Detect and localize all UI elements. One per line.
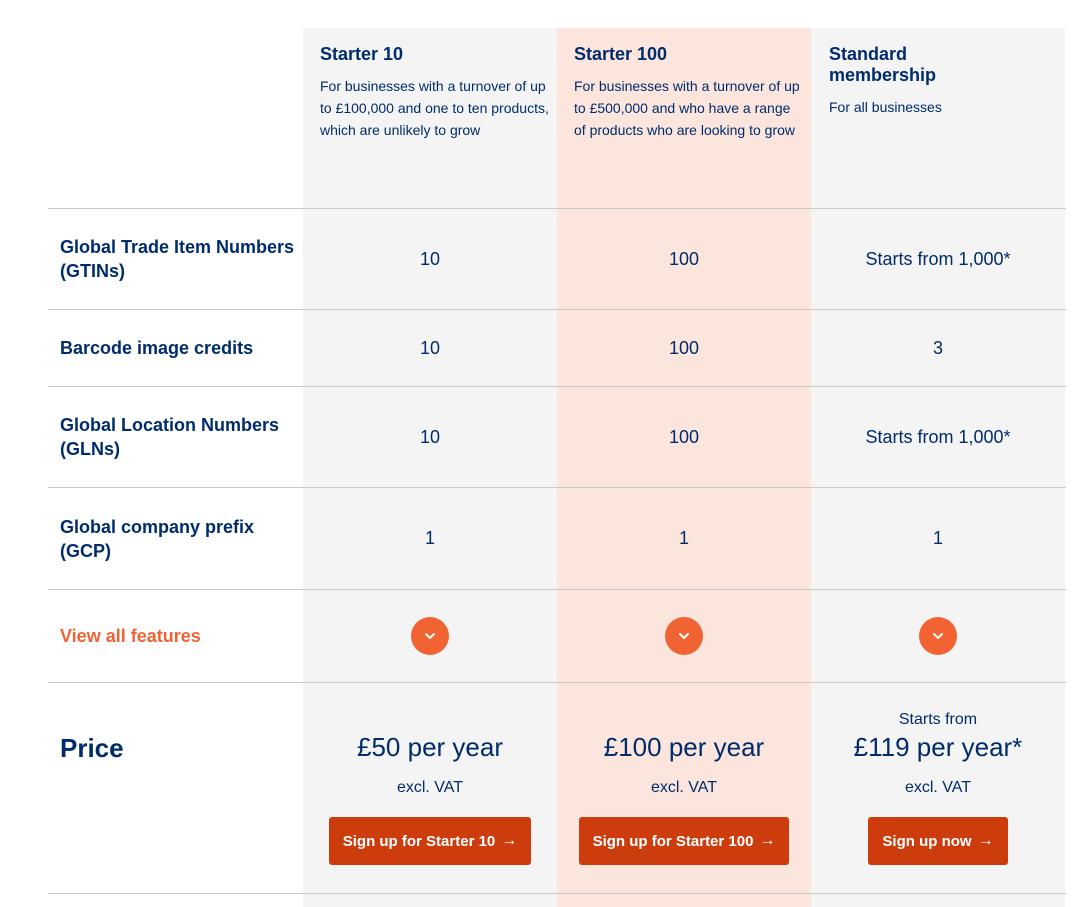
button-label: Sign up for Starter 100 (592, 832, 754, 850)
cell-starter-10-glns: 10 (419, 426, 441, 447)
column-background-starter-10 (303, 28, 557, 907)
arrow-right-icon: → (977, 832, 994, 849)
sign-up-now-button[interactable]: Sign up now → (868, 817, 1008, 865)
cell-standard-barcode-credits: 3 (932, 337, 943, 358)
button-label: Sign up now (882, 832, 972, 850)
cell-starter-100-glns: 100 (668, 426, 700, 447)
row-divider (48, 682, 1066, 683)
price-amount: £50 per year (357, 732, 503, 762)
vat-note: excl. VAT (650, 779, 718, 796)
plan-title: Starter 10 (320, 44, 404, 64)
row-divider (48, 386, 1066, 387)
cell-starter-100-gtins: 100 (668, 248, 700, 269)
cell-starter-100-gcp: 1 (678, 528, 689, 548)
price-amount: £100 per year (603, 732, 765, 762)
row-divider (48, 893, 1066, 894)
price-amount: £119 per year* (853, 732, 1023, 762)
sign-up-starter-100-button[interactable]: Sign up for Starter 100 → (578, 817, 790, 865)
plan-header-starter-100: Starter 100 For businesses with a turnov… (574, 44, 804, 141)
view-all-features-link[interactable]: View all features (60, 626, 201, 646)
starts-from-label (303, 710, 557, 730)
button-label: Sign up for Starter 10 (342, 832, 496, 850)
row-label-gtins: Global Trade Item Numbers (GTINs) (60, 237, 295, 281)
cell-standard-gcp: 1 (932, 528, 943, 548)
price-starter-100: £100 per year excl. VAT Sign up for Star… (557, 710, 811, 865)
row-divider (48, 208, 1066, 209)
plan-header-standard: Standard membership For all businesses (829, 44, 1009, 118)
cell-starter-10-barcode-credits: 10 (419, 337, 441, 358)
column-background-standard (811, 28, 1065, 907)
arrow-right-icon: → (501, 832, 518, 849)
chevron-down-icon[interactable] (411, 617, 449, 655)
row-divider (48, 487, 1066, 488)
plan-title: Starter 100 (574, 44, 668, 64)
price-starter-10: £50 per year excl. VAT Sign up for Start… (303, 710, 557, 865)
row-divider (48, 309, 1066, 310)
cell-starter-10-gtins: 10 (419, 248, 441, 269)
arrow-right-icon: → (759, 832, 776, 849)
expand-features-standard (811, 590, 1065, 682)
column-background-starter-100 (557, 28, 811, 907)
chevron-down-icon[interactable] (919, 617, 957, 655)
cell-starter-10-gcp: 1 (424, 528, 435, 548)
price-label: Price (60, 733, 124, 763)
row-label-barcode-credits: Barcode image credits (60, 338, 254, 358)
sign-up-starter-10-button[interactable]: Sign up for Starter 10 → (328, 817, 532, 865)
row-divider (48, 589, 1066, 590)
cell-standard-glns: Starts from 1,000* (865, 426, 1011, 447)
vat-note: excl. VAT (904, 779, 972, 796)
expand-features-starter-10 (303, 590, 557, 682)
plan-description: For all businesses (829, 99, 942, 115)
expand-features-starter-100 (557, 590, 811, 682)
plan-title: Standard membership (829, 44, 937, 85)
chevron-down-icon[interactable] (665, 617, 703, 655)
row-label-gcp: Global company prefix (GCP) (60, 516, 255, 561)
cell-standard-gtins: Starts from 1,000* (865, 248, 1011, 269)
row-label-glns: Global Location Numbers (GLNs) (60, 415, 280, 459)
plan-description: For businesses with a turnover of up to … (574, 78, 800, 138)
starts-from-label: Starts from (898, 711, 978, 728)
vat-note: excl. VAT (396, 779, 464, 796)
cell-starter-100-barcode-credits: 100 (668, 337, 700, 358)
price-standard: Starts from £119 per year* excl. VAT Sig… (811, 710, 1065, 865)
starts-from-label (557, 710, 811, 730)
plan-header-starter-10: Starter 10 For businesses with a turnove… (320, 44, 550, 141)
plan-description: For businesses with a turnover of up to … (320, 78, 549, 138)
